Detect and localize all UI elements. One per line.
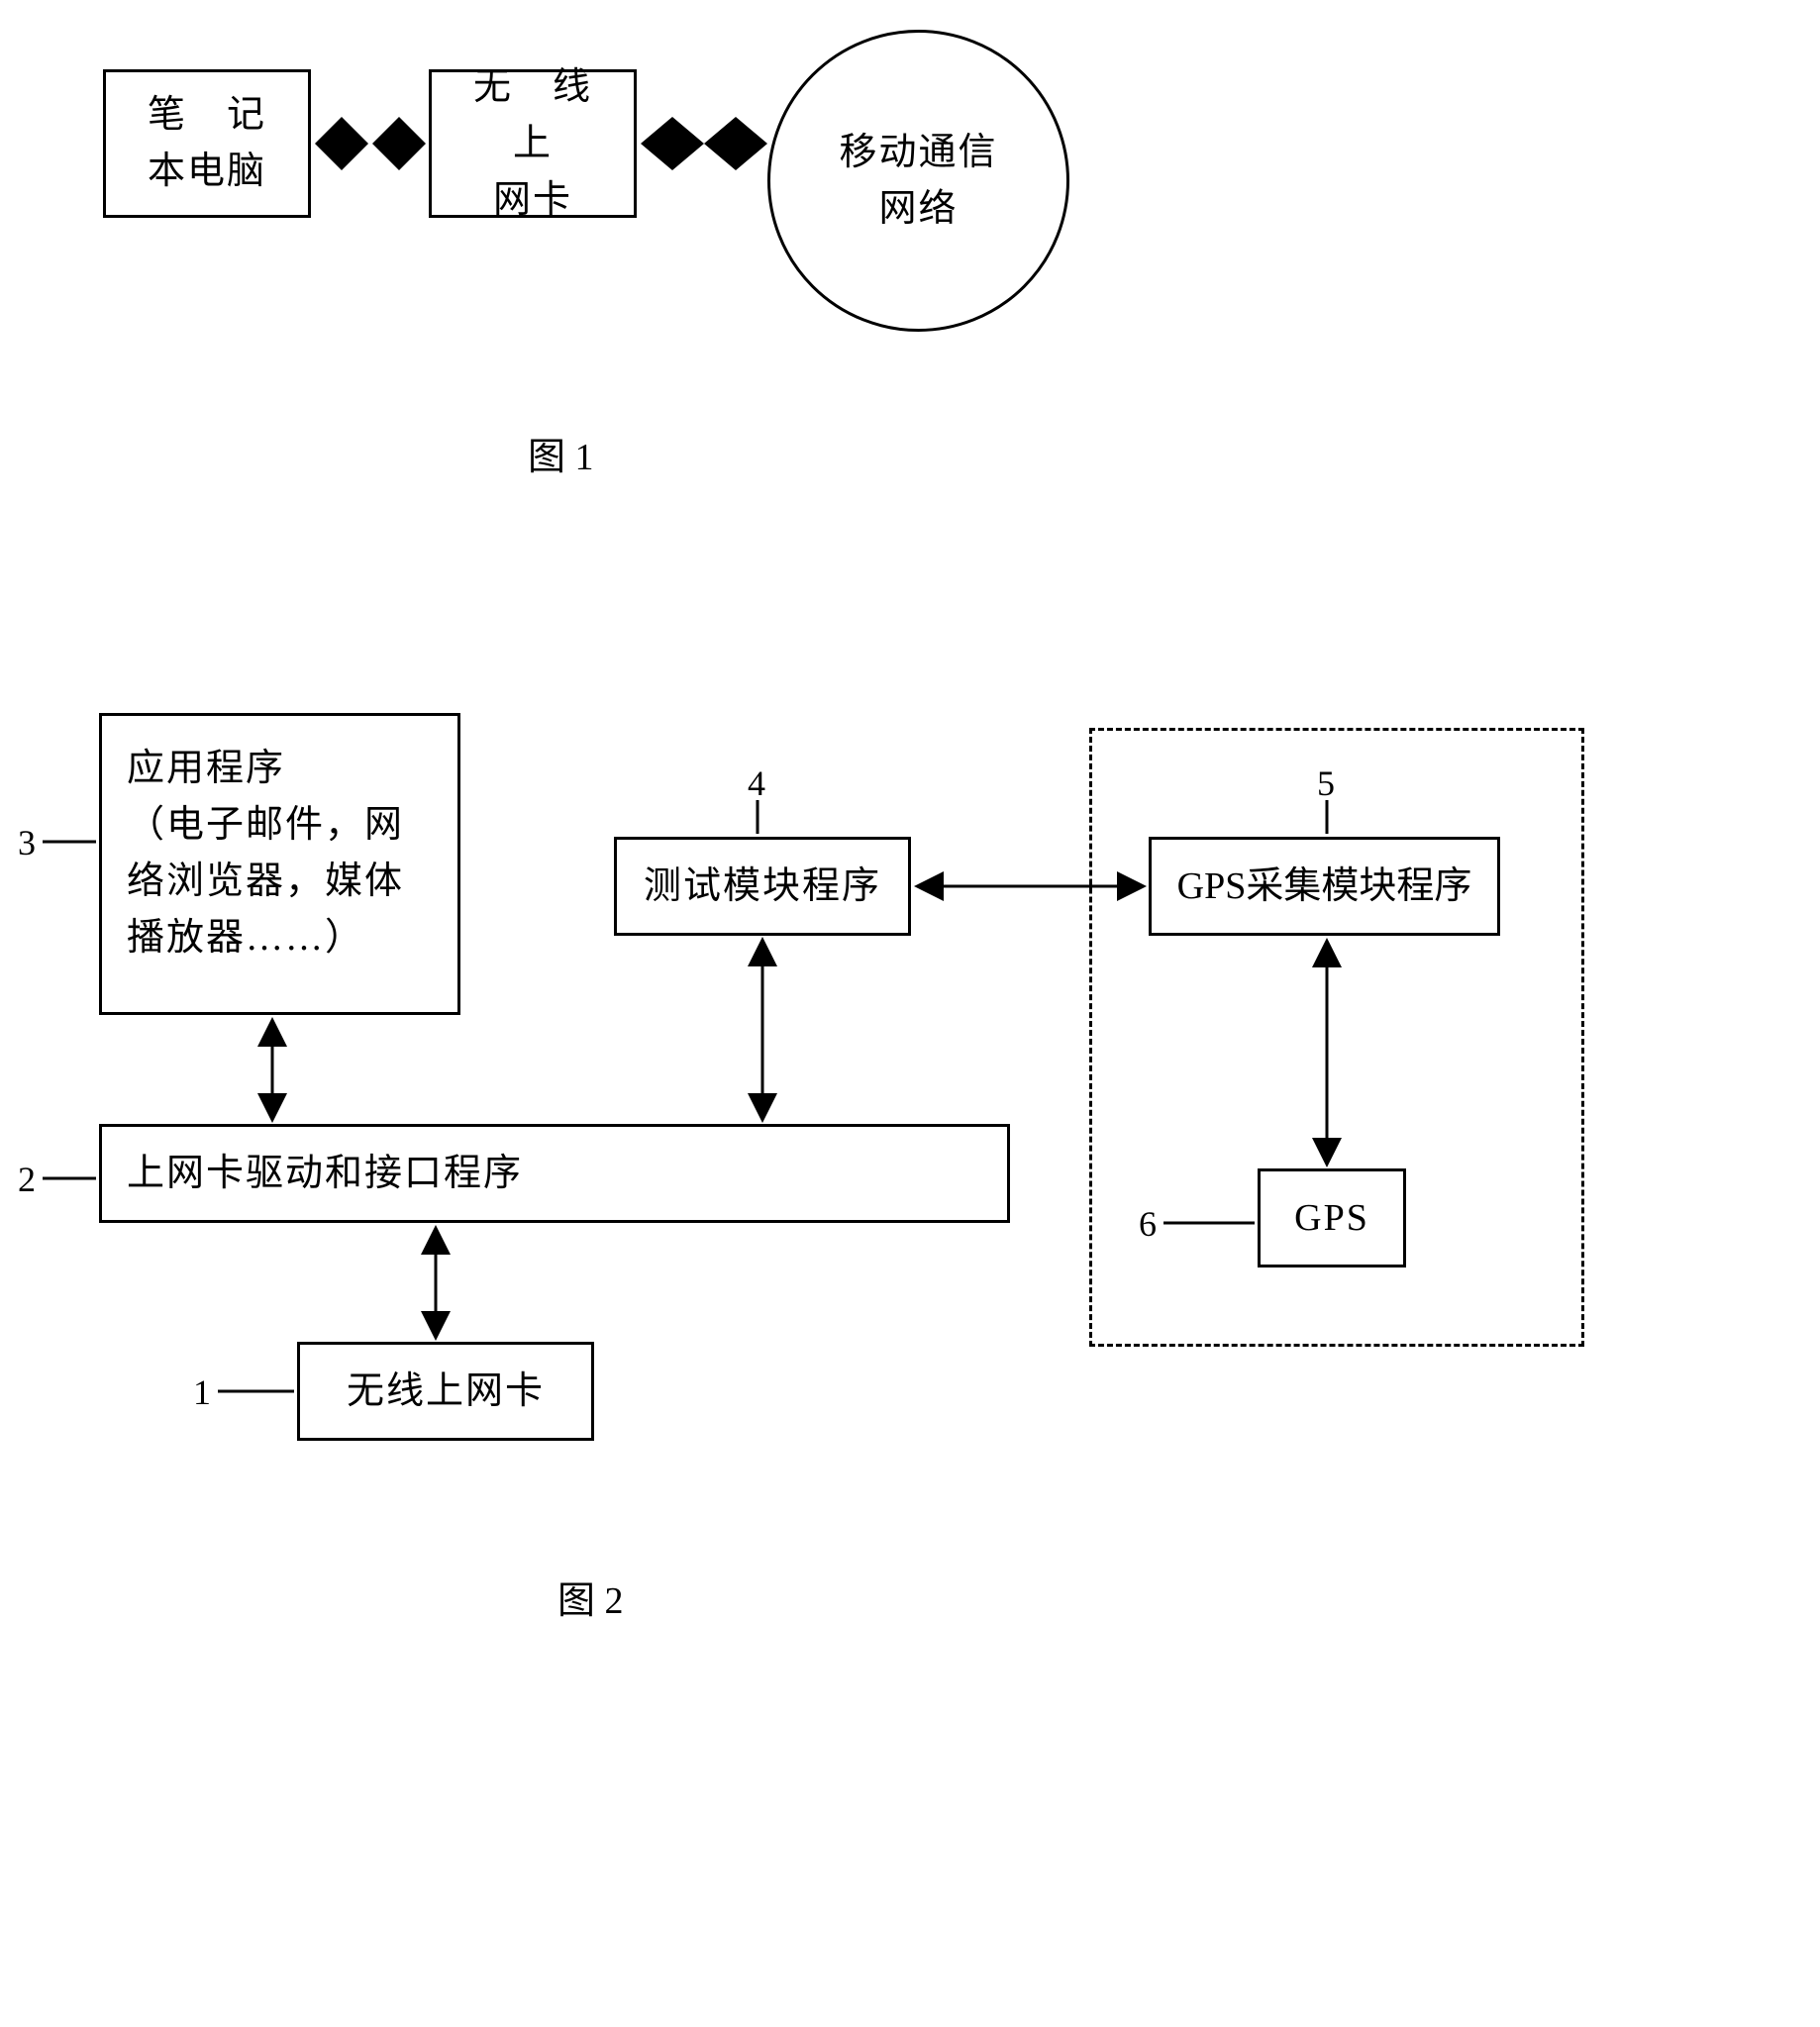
driver-box: 上网卡驱动和接口程序 (99, 1124, 1010, 1223)
label-4: 4 (748, 762, 765, 804)
driver-text: 上网卡驱动和接口程序 (127, 1146, 523, 1202)
test-module-text: 测试模块程序 (644, 859, 881, 915)
label-2: 2 (18, 1159, 36, 1200)
label-1: 1 (193, 1371, 211, 1413)
label-6: 6 (1139, 1203, 1157, 1245)
mobile-network-circle: 移动通信网络 (767, 30, 1069, 332)
figure1-label: 图 1 (528, 426, 594, 480)
laptop-text: 笔 记本电脑 (148, 87, 266, 200)
wireless-card-text-f1: 无 线 上网卡 (442, 59, 624, 229)
diamond-arrow-2 (641, 117, 767, 170)
laptop-box: 笔 记本电脑 (103, 69, 311, 218)
figure2-label: 图 2 (557, 1570, 624, 1624)
wireless-card-box-f2: 无线上网卡 (297, 1342, 594, 1441)
wireless-card-box-f1: 无 线 上网卡 (429, 69, 637, 218)
mobile-network-text: 移动通信网络 (839, 125, 997, 238)
app-text: 应用程序（电子邮件，网络浏览器，媒体播放器……） (127, 741, 404, 966)
label-3: 3 (18, 822, 36, 863)
label-5: 5 (1317, 762, 1335, 804)
test-module-box: 测试模块程序 (614, 837, 911, 936)
diamond-arrow-1 (315, 117, 426, 170)
dashed-container (1089, 728, 1584, 1347)
app-box: 应用程序（电子邮件，网络浏览器，媒体播放器……） (99, 713, 460, 1015)
wireless-card-text-f2: 无线上网卡 (347, 1364, 545, 1420)
